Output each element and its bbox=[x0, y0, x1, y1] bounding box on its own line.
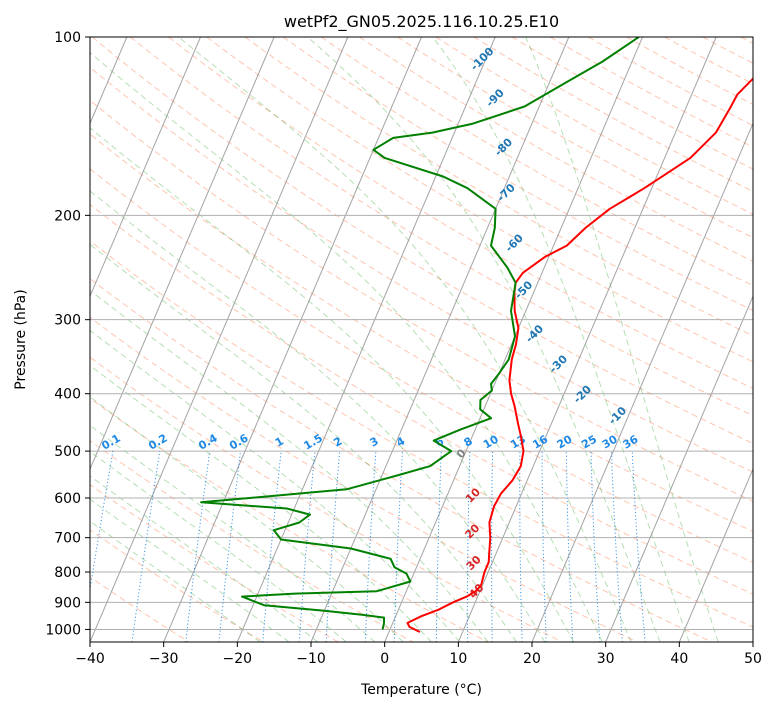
y-tick-label: 600 bbox=[54, 491, 81, 507]
moist-adiabat bbox=[90, 289, 489, 642]
isotherm bbox=[605, 295, 753, 642]
y-tick-label: 1000 bbox=[45, 622, 81, 638]
dry-adiabat bbox=[90, 203, 753, 595]
moist-adiabat bbox=[307, 37, 661, 642]
isotherm bbox=[310, 37, 570, 642]
mixing-ratio-line bbox=[364, 451, 377, 642]
dry-adiabat bbox=[90, 278, 712, 642]
x-tick-label: −20 bbox=[223, 651, 253, 667]
y-axis-label: Pressure (hPa) bbox=[13, 289, 29, 389]
dry-adiabat bbox=[90, 99, 753, 502]
isotherm bbox=[90, 37, 201, 298]
isotherm bbox=[163, 37, 422, 642]
moist-adiabat bbox=[90, 498, 290, 642]
x-tick-label: 50 bbox=[744, 651, 762, 667]
mixing-ratio-line bbox=[435, 451, 442, 642]
chart-title: wetPf2_GN05.2025.116.10.25.E10 bbox=[284, 12, 559, 32]
x-axis-label: Temperature (°C) bbox=[360, 682, 482, 698]
dewpoint-profile bbox=[200, 37, 640, 630]
mixing-ratio-line bbox=[393, 451, 403, 642]
dry-adiabat bbox=[90, 576, 190, 642]
x-tick-label: 0 bbox=[380, 651, 389, 667]
moist-adiabat bbox=[525, 37, 719, 642]
y-tick-label: 700 bbox=[54, 531, 81, 547]
x-tick-label: −10 bbox=[296, 651, 326, 667]
profiles bbox=[200, 37, 753, 633]
moist-adiabat bbox=[90, 396, 404, 642]
x-tick-label: 10 bbox=[449, 651, 467, 667]
y-tick-label: 200 bbox=[54, 208, 81, 224]
x-tick-label: −30 bbox=[149, 651, 179, 667]
y-axis: 100 200 300 400 500 600 700 800 900 1000 bbox=[45, 30, 90, 638]
mixing-ratio-line bbox=[541, 451, 547, 642]
isotherm bbox=[678, 467, 753, 642]
moist-adiabat bbox=[90, 520, 261, 642]
moist-adiabat bbox=[90, 364, 432, 642]
plot-frame bbox=[89, 36, 754, 643]
dry-adiabat bbox=[90, 240, 753, 628]
moist-adiabat bbox=[178, 37, 632, 642]
temperature-profile bbox=[406, 77, 753, 633]
x-tick-label: 20 bbox=[523, 651, 541, 667]
y-tick-label: 100 bbox=[54, 30, 81, 46]
isotherm bbox=[90, 37, 349, 642]
mixing-ratio-line bbox=[491, 451, 494, 642]
moist-adiabat bbox=[90, 243, 517, 642]
moist-adiabat bbox=[90, 475, 319, 642]
y-tick-label: 800 bbox=[54, 565, 81, 581]
moist-adiabat bbox=[90, 329, 461, 642]
mixing-ratio-line bbox=[611, 451, 623, 642]
x-tick-label: 30 bbox=[597, 651, 615, 667]
background-lines bbox=[90, 37, 753, 642]
moist-adiabat bbox=[90, 51, 603, 642]
mixing-ratio-line bbox=[590, 451, 601, 642]
x-axis: −40 −30 −20 −10 0 10 20 30 40 50 bbox=[75, 642, 762, 667]
moist-adiabat bbox=[90, 127, 575, 642]
dry-adiabat bbox=[90, 356, 563, 642]
y-tick-label: 300 bbox=[54, 313, 81, 329]
moist-adiabat bbox=[90, 424, 376, 642]
x-tick-label: −40 bbox=[75, 651, 105, 667]
mixing-ratio-line bbox=[466, 451, 471, 642]
dry-adiabat bbox=[90, 397, 488, 642]
mixing-ratio-line bbox=[519, 451, 523, 642]
isotherm bbox=[236, 37, 496, 642]
x-tick-label: 40 bbox=[670, 651, 688, 667]
mixing-ratio-line bbox=[565, 451, 574, 642]
mixing-ratio-line bbox=[325, 451, 341, 642]
y-tick-label: 400 bbox=[54, 387, 81, 403]
dry-adiabat bbox=[90, 316, 638, 642]
isotherm bbox=[90, 37, 275, 471]
isotherm bbox=[457, 37, 717, 642]
y-tick-label: 500 bbox=[54, 444, 81, 460]
y-tick-label: 900 bbox=[54, 595, 81, 611]
moist-adiabat bbox=[432, 37, 690, 642]
isotherm bbox=[531, 122, 753, 642]
